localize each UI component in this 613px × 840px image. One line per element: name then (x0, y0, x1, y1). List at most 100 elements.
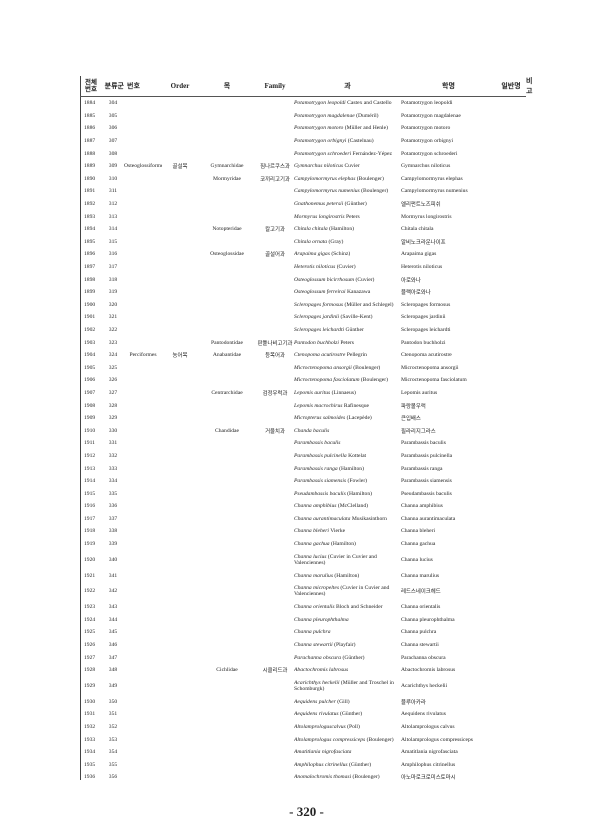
cell-order (124, 248, 162, 261)
cell-total-no: 1903 (84, 339, 96, 346)
species-author: Cuvier (344, 163, 360, 170)
cell-family (198, 110, 256, 123)
species-name: Micropterus salmoides (294, 415, 346, 422)
cell-scientific-name: Channa pleurophthalma (294, 614, 401, 627)
cell-total-no: 1932 (84, 724, 96, 731)
cell-family (198, 513, 256, 526)
cell-common-name: Acarichthys heckelii (401, 683, 448, 690)
cell-scientific-name: Mormyrus longirostris Peters (294, 210, 401, 223)
cell-mok (162, 569, 198, 582)
cell-order (124, 733, 162, 746)
cell-total-no: 1894 (84, 226, 96, 233)
cell-total-no: 1904 (84, 352, 96, 359)
cell-mok (162, 525, 198, 538)
cell-common-name: Channa marulius (401, 572, 440, 579)
cell-note (496, 677, 526, 696)
cell-note (496, 513, 526, 526)
cell-family (198, 721, 256, 734)
cell-order (124, 273, 162, 286)
cell-family (198, 412, 256, 425)
cell-gwa (256, 97, 294, 110)
cell-gwa (256, 185, 294, 198)
cell-common-name: Scleropages jardinii (401, 314, 446, 321)
cell-order (124, 582, 162, 601)
cell-group-no: 304 (108, 100, 118, 107)
cell-note (496, 696, 526, 709)
cell-gwa (256, 550, 294, 569)
cell-mok (162, 311, 198, 324)
table-row: 1924 344 Channa pleurophthalma Channa pleu… (80, 614, 526, 627)
cell-total-no: 1898 (84, 276, 96, 283)
table-row: 1896 316 Osteoglossidae 골설어과 Arapaima gigas … (80, 248, 526, 261)
cell-group-no: 331 (108, 440, 118, 447)
cell-scientific-name: Gnathonemus petersii (Günther) (294, 198, 401, 211)
cell-family (198, 273, 256, 286)
cell-note (496, 746, 526, 759)
cell-mok (162, 538, 198, 551)
species-author: (Hamilton) (334, 572, 360, 579)
cell-note (496, 286, 526, 299)
cell-gwa: 시클리드과 (262, 668, 288, 675)
cell-family: Gymnarchidae (210, 163, 244, 170)
cell-note (496, 361, 526, 374)
species-name: Channa gachua (294, 541, 330, 548)
species-author: (Hamilton) (331, 541, 356, 548)
cell-mok (162, 374, 198, 387)
cell-gwa (256, 437, 294, 450)
cell-order (124, 626, 162, 639)
cell-common-name: Scleropages formosus (401, 301, 451, 308)
cell-gwa: 골설어과 (265, 252, 285, 259)
cell-group-no: 320 (108, 301, 118, 308)
cell-total-no: 1917 (84, 515, 96, 522)
cell-gwa (256, 147, 294, 160)
cell-common-name: Abactochromis labrosus (401, 667, 456, 674)
species-name: Gymnarchus niloticus (294, 163, 344, 170)
cell-order (124, 424, 162, 437)
cell-mok (162, 639, 198, 652)
cell-order (124, 210, 162, 223)
cell-group-no: 323 (108, 339, 118, 346)
species-name: Altolamprologuscalvus (294, 724, 346, 731)
cell-total-no: 1895 (84, 238, 96, 245)
species-author: (Cuvier in Cuvier and Valenciennes) (294, 585, 390, 598)
cell-total-no: 1892 (84, 201, 96, 208)
cell-note (496, 462, 526, 475)
cell-group-no: 339 (108, 541, 118, 548)
species-author: (Fowler) (347, 478, 368, 485)
cell-common-name: 큰입배스 (401, 416, 421, 423)
cell-scientific-name: Amphilophus citrinellus (Günther) (294, 759, 401, 772)
cell-total-no: 1926 (84, 642, 96, 649)
cell-mok (162, 771, 198, 784)
species-author: (Cuvier) (355, 276, 375, 283)
species-author: Kottelat (348, 452, 367, 459)
cell-common-name: Microctenopoma fasciolatum (401, 377, 467, 384)
cell-common-name: Pantodon buchholzi (401, 339, 446, 346)
cell-note (496, 324, 526, 337)
cell-common-name: Channa lucius (401, 556, 433, 563)
cell-group-no: 328 (108, 402, 118, 409)
cell-note (496, 771, 526, 784)
cell-gwa (256, 525, 294, 538)
cell-mok (162, 475, 198, 488)
table-row: 1895 315 Chitala ornata (Gray) 알비노크라운나이프 (80, 236, 526, 249)
species-name: Gnathonemus petersii (294, 201, 344, 208)
cell-common-name: Ctenopoma acutirostre (401, 352, 452, 359)
table-row: 1932 352 Altolamprologuscalvus (Poll) Altol… (80, 721, 526, 734)
species-name: Chitala ornata (294, 238, 328, 245)
cell-family (198, 198, 256, 211)
cell-scientific-name: Channa micropeltes (Cuvier in Cuvier and… (294, 582, 401, 601)
cell-mok: 농어목 (172, 353, 188, 360)
cell-group-no: 348 (108, 667, 118, 674)
cell-scientific-name: Lepomis auritus (Linnaeus) (294, 387, 401, 400)
cell-order (124, 361, 162, 374)
table-row: 1921 341 Channa marulius (Hamilton) Channa … (80, 569, 526, 582)
species-author: Musikasinthorn (351, 515, 387, 522)
cell-common-name: Chitala chitala (401, 226, 434, 233)
cell-total-no: 1911 (84, 440, 95, 447)
cell-group-no: 316 (108, 251, 118, 258)
cell-note (496, 173, 526, 186)
cell-group-no: 355 (108, 761, 118, 768)
cell-group-no: 329 (108, 415, 118, 422)
cell-scientific-name: Parachanna obscura (Günther) (294, 651, 401, 664)
species-name: Channa amphibius (294, 503, 337, 510)
